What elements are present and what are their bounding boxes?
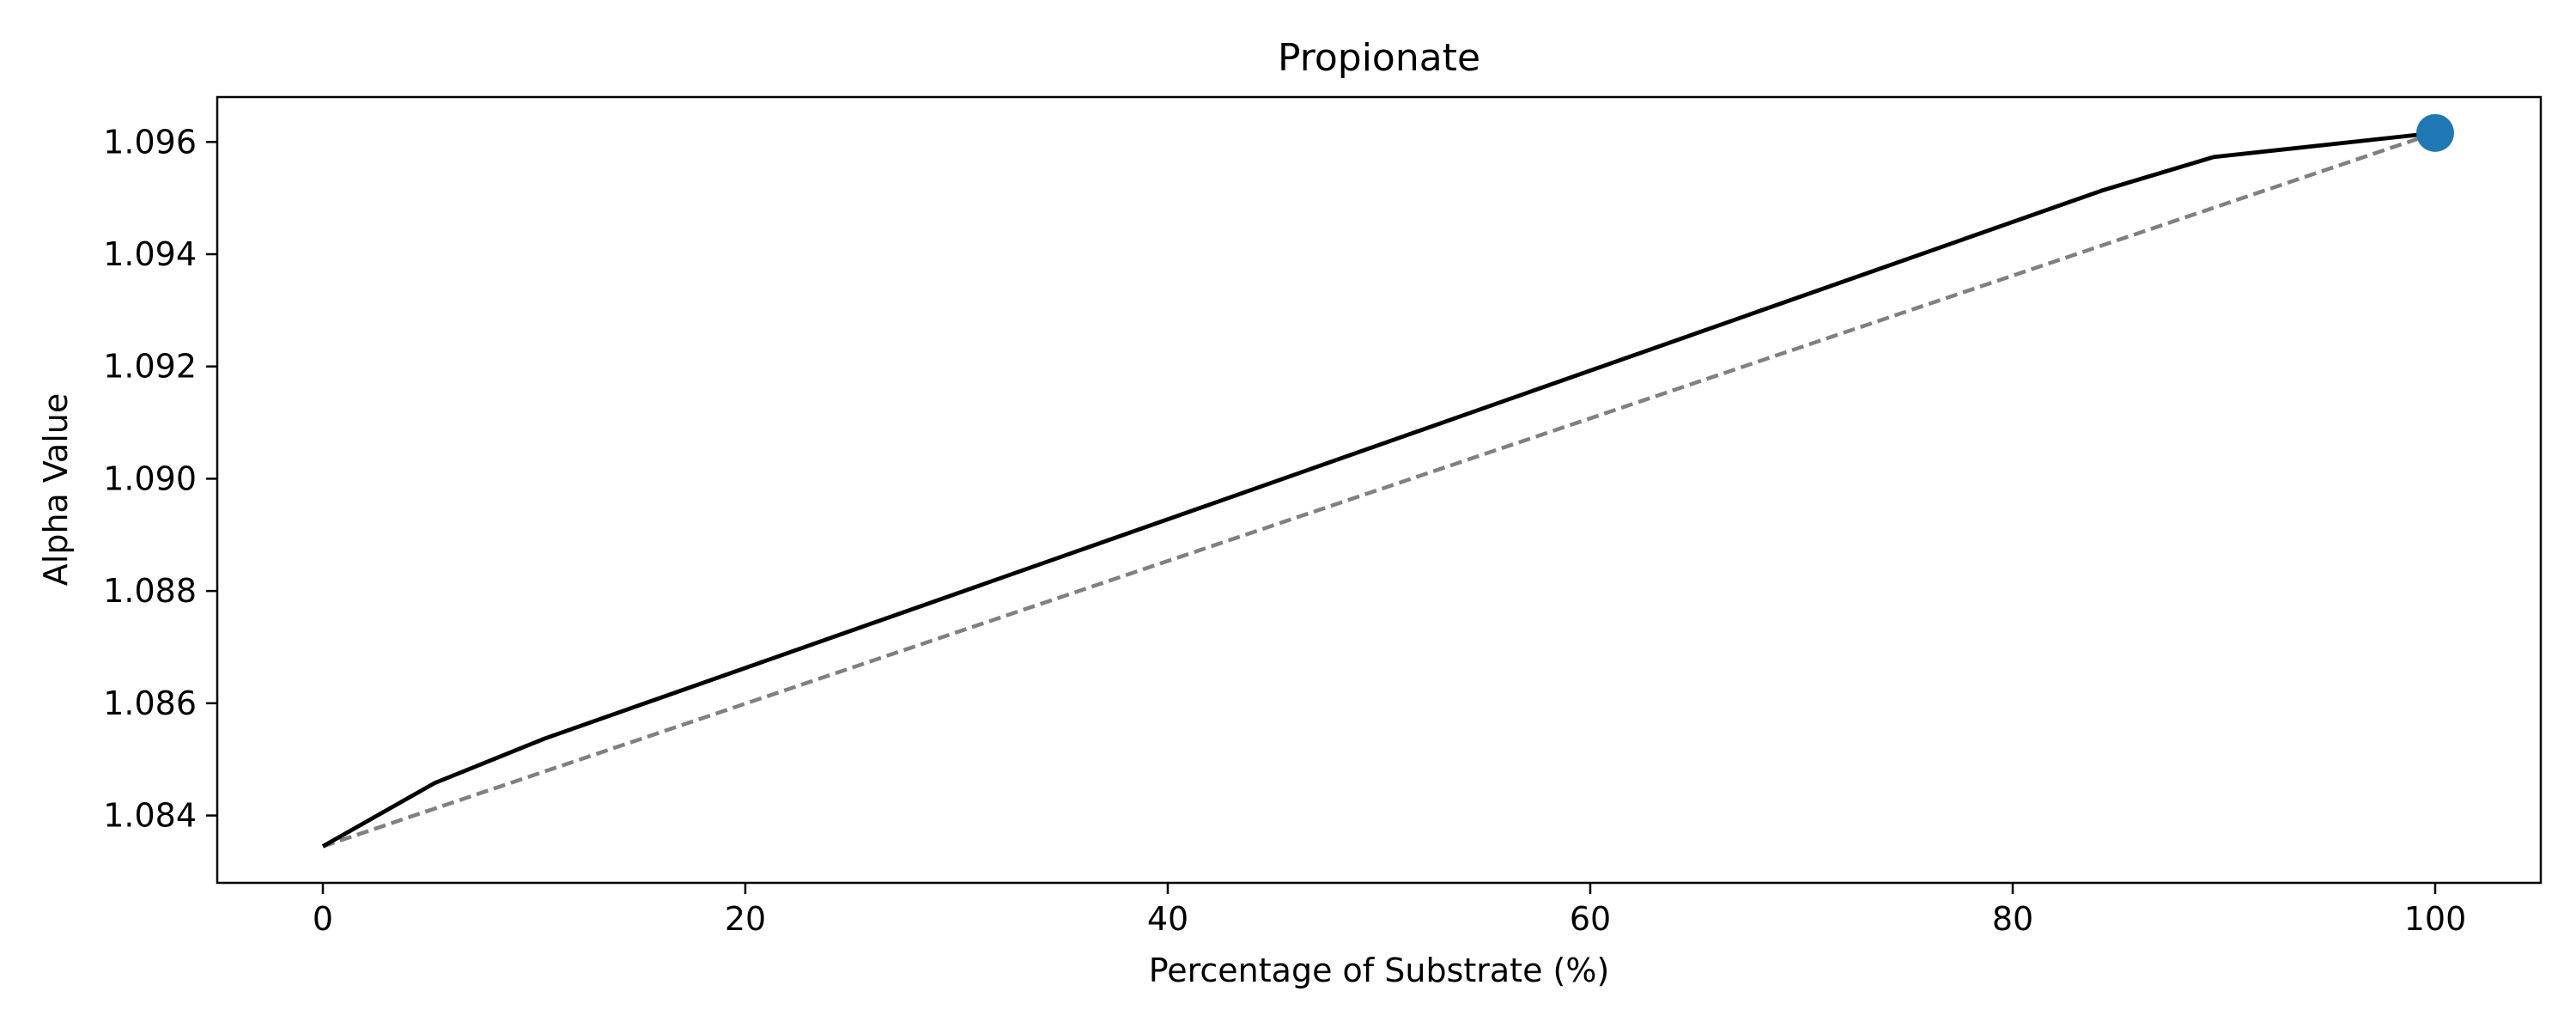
y-tick-label: 1.086	[103, 684, 197, 722]
points-layer	[2416, 113, 2454, 152]
series-layer	[321, 131, 2436, 848]
dashed-reference-line	[322, 131, 2436, 848]
x-tick-label: 20	[725, 900, 766, 938]
y-axis-ticks: 1.084 1.086 1.088 1.090 1.092 1.094 1.096	[103, 123, 217, 835]
y-tick-label: 1.088	[103, 572, 197, 610]
y-tick-label: 1.090	[103, 459, 197, 497]
endpoint-marker	[2416, 113, 2454, 152]
x-axis-label: Percentage of Substrate (%)	[1149, 952, 1610, 989]
chart-title: Propionate	[1278, 36, 1480, 80]
plot-frame	[216, 95, 2543, 885]
x-axis-ticks: 0 20 40 60 80 100	[313, 883, 2466, 938]
x-tick-label: 60	[1570, 900, 1611, 938]
solid-series-line	[321, 131, 2436, 848]
y-tick-label: 1.094	[103, 235, 197, 273]
y-tick-label: 1.084	[103, 797, 197, 835]
y-tick-label: 1.096	[103, 123, 197, 161]
y-tick-label: 1.092	[103, 348, 197, 386]
x-tick-label: 40	[1147, 900, 1188, 938]
x-tick-label: 0	[313, 900, 333, 938]
x-tick-label: 100	[2404, 900, 2467, 938]
x-tick-label: 80	[1992, 900, 2033, 938]
y-axis-label: Alpha Value	[37, 393, 75, 586]
